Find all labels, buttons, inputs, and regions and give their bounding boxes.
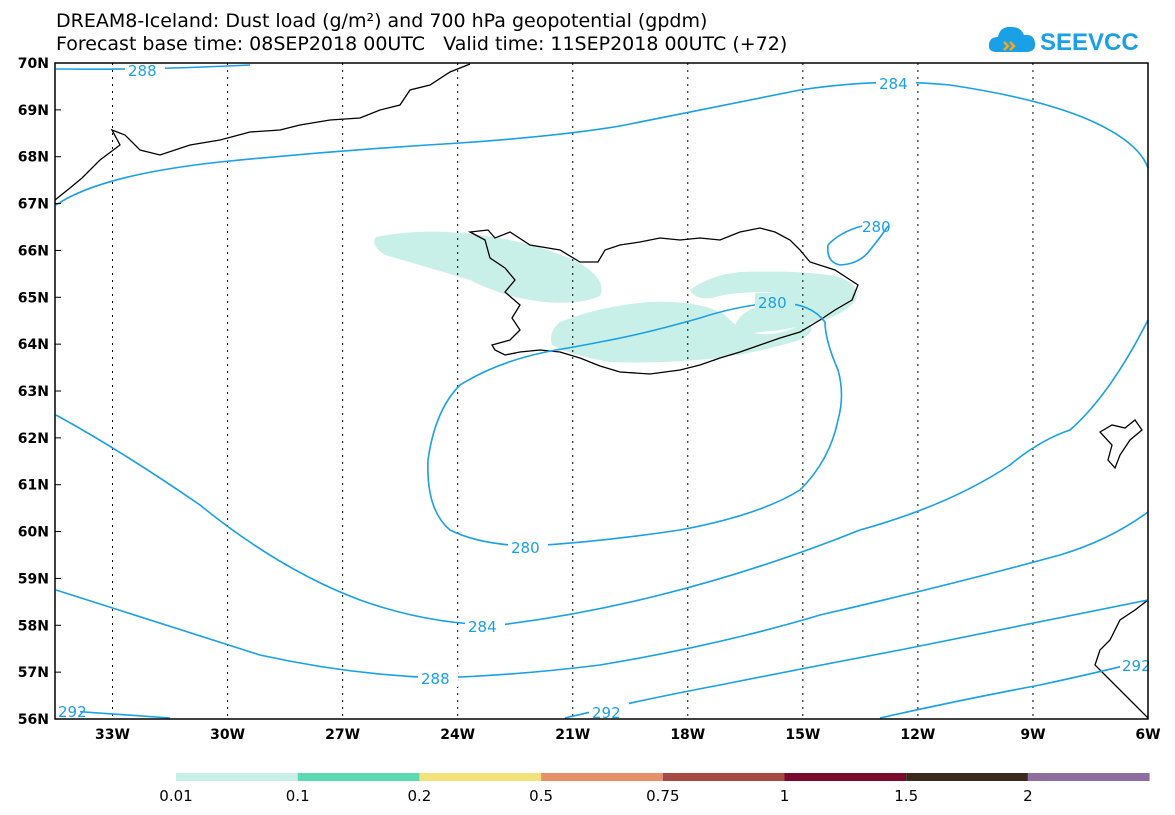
colorbar-label: 1	[780, 787, 790, 805]
colorbar-swatch	[906, 773, 1028, 781]
coastlines	[54, 63, 1149, 719]
lat-tick-label: 59N	[18, 571, 49, 587]
lat-tick-label: 70N	[18, 56, 49, 72]
lon-tick-label: 21W	[555, 727, 590, 743]
contour-label: 280	[511, 539, 540, 557]
longitude-axis: 33W 30W 27W 24W 21W 18W 15W 12W 9W 6W	[95, 727, 1161, 743]
contour-label: 280	[758, 294, 787, 312]
colorbar-label: 0.75	[646, 787, 679, 805]
colorbar-swatch	[297, 773, 420, 781]
cloud-icon	[988, 26, 1036, 52]
lat-tick-label: 57N	[18, 665, 49, 681]
scotland-coast	[1094, 599, 1149, 719]
latitude-axis: 70N 69N 68N 67N 66N 65N 64N 63N 62N 61N 60N 59N 58N 5…	[18, 56, 61, 728]
lat-tick-label: 64N	[18, 337, 49, 353]
lon-tick-label: 6W	[1135, 727, 1160, 743]
logo-text: SEEVCCC	[1040, 29, 1138, 56]
contour-284-mid	[55, 319, 1149, 626]
colorbar-label: 0.01	[159, 787, 192, 805]
contour-280-central	[427, 302, 843, 547]
lat-tick-label: 68N	[18, 150, 49, 166]
colorbar-swatch	[662, 773, 785, 781]
dust-load-area	[374, 231, 857, 363]
colorbar-swatch	[419, 773, 542, 781]
colorbar-label: 1.5	[894, 787, 918, 805]
contour-label: 292	[592, 704, 621, 722]
lat-tick-label: 69N	[18, 103, 49, 119]
contour-label: 284	[879, 75, 908, 93]
lon-tick-label: 12W	[900, 727, 935, 743]
lat-tick-label: 61N	[18, 478, 49, 494]
geopotential-contours	[55, 64, 1149, 719]
contour-labels: 288 284 280 280 280 284 288 292 292 292	[56, 61, 1151, 722]
lat-tick-label: 62N	[18, 431, 49, 447]
colorbar-label: 0.2	[407, 787, 431, 805]
lon-tick-label: 15W	[785, 727, 820, 743]
contour-label: 292	[58, 703, 87, 721]
lat-tick-label: 67N	[18, 197, 49, 213]
lat-tick-label: 63N	[18, 384, 49, 400]
colorbar-label: 0.1	[286, 787, 310, 805]
contour-label: 292	[1122, 657, 1151, 675]
iceland-coast	[467, 227, 859, 375]
greenland-coast	[54, 63, 471, 201]
contour-292-mid	[564, 599, 1149, 719]
contour-288-mid	[55, 511, 1149, 679]
lon-tick-label: 18W	[670, 727, 705, 743]
contour-label: 280	[862, 218, 891, 236]
lon-tick-label: 30W	[210, 727, 245, 743]
contour-292-right	[879, 659, 1149, 719]
colorbar-swatch	[176, 773, 298, 781]
colorbar-swatch	[784, 773, 907, 781]
faroe-coast	[1098, 419, 1143, 470]
lat-tick-label: 66N	[18, 243, 49, 259]
colorbar: 0.01 0.1 0.2 0.5 0.75 1 1.5 2	[159, 773, 1150, 805]
lon-tick-label: 33W	[95, 727, 130, 743]
contour-label: 288	[421, 670, 450, 688]
lat-tick-label: 56N	[18, 712, 49, 728]
lon-tick-label: 27W	[325, 727, 360, 743]
map-title: DREAM8-Iceland: Dust load (g/m²) and 700…	[56, 10, 708, 32]
lon-tick-label: 24W	[440, 727, 475, 743]
contour-label: 284	[468, 618, 497, 636]
colorbar-label: 0.5	[529, 787, 553, 805]
map-subtitle: Forecast base time: 08SEP2018 00UTC Vali…	[56, 33, 788, 55]
contour-label: 288	[128, 62, 157, 80]
contour-280-ne	[826, 225, 889, 266]
seevccc-logo: SEEVCCC	[988, 26, 1138, 56]
contour-284-top	[55, 81, 1149, 206]
lat-tick-label: 60N	[18, 525, 49, 541]
colorbar-swatch	[541, 773, 663, 781]
lat-tick-label: 58N	[18, 618, 49, 634]
map-grid	[112, 63, 1034, 719]
lon-tick-label: 9W	[1020, 727, 1045, 743]
lat-tick-label: 65N	[18, 290, 49, 306]
colorbar-label: 2	[1023, 787, 1033, 805]
colorbar-swatch	[1027, 773, 1150, 781]
